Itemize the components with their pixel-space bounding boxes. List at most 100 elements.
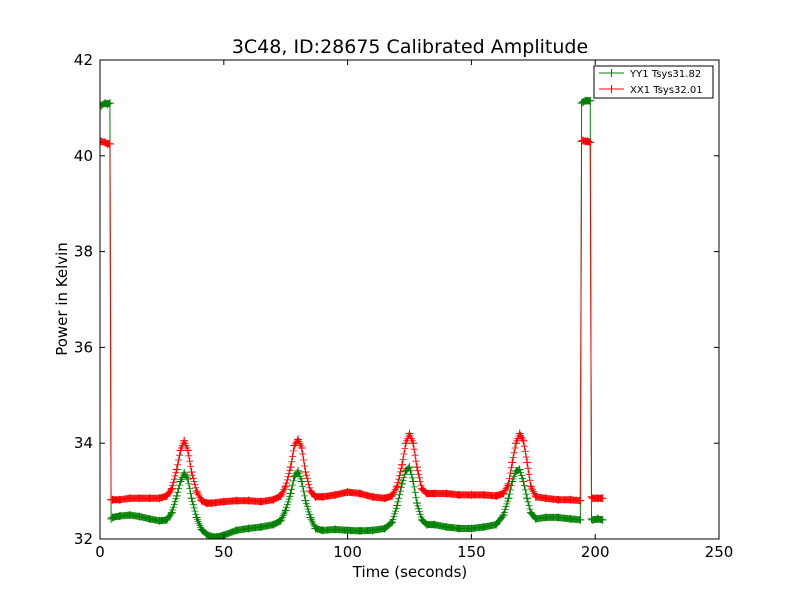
data-point [244, 496, 253, 505]
data-point [515, 465, 524, 474]
data-point [183, 446, 192, 455]
series-layer [100, 96, 607, 539]
data-point [417, 515, 426, 524]
data-point [368, 492, 377, 501]
data-point [380, 524, 389, 533]
x-tick-label: 200 [581, 543, 610, 561]
data-point [405, 463, 414, 472]
data-point [180, 436, 189, 445]
y-tick-label: 34 [74, 434, 93, 452]
data-point [276, 516, 285, 525]
data-point [422, 520, 431, 529]
data-point [301, 467, 310, 476]
data-point [172, 465, 181, 474]
data-point [331, 490, 340, 499]
data-point [281, 482, 290, 491]
data-point [598, 515, 607, 524]
plot-frame [99, 59, 720, 540]
data-point [115, 512, 124, 521]
data-point [380, 494, 389, 503]
data-point [566, 514, 575, 523]
data-point [576, 496, 585, 505]
data-point [108, 513, 117, 522]
data-point [311, 524, 320, 533]
y-tick-label: 32 [74, 530, 93, 548]
data-point [412, 463, 421, 472]
data-point [479, 490, 488, 499]
data-point [256, 523, 265, 532]
data-point [167, 484, 176, 493]
data-point [479, 523, 488, 532]
data-point [172, 491, 181, 500]
data-point [401, 466, 410, 475]
data-point [442, 489, 451, 498]
series-yy1 [100, 96, 607, 539]
data-point [430, 520, 439, 529]
data-point [197, 525, 206, 534]
data-point [297, 477, 306, 486]
data-point [430, 489, 439, 498]
data-point [587, 492, 596, 501]
data-point [331, 525, 340, 534]
data-point [212, 533, 221, 539]
data-point [192, 487, 201, 496]
data-point [167, 508, 176, 517]
data-point [105, 99, 114, 108]
data-point [343, 488, 352, 497]
data-point [269, 495, 278, 504]
data-point [355, 489, 364, 498]
data-point [455, 490, 464, 499]
data-point [504, 479, 513, 488]
data-point [286, 489, 295, 498]
data-point [176, 446, 185, 455]
data-point [135, 494, 144, 503]
data-point [511, 439, 520, 448]
data-point [586, 96, 595, 105]
data-point [405, 429, 414, 438]
data-point [368, 526, 377, 535]
data-point [588, 515, 597, 524]
x-tick-label: 100 [333, 543, 362, 561]
data-point [256, 497, 265, 506]
data-point [297, 443, 306, 452]
data-point [100, 137, 106, 146]
data-point [281, 506, 290, 515]
data-point [401, 439, 410, 448]
data-point [244, 524, 253, 533]
data-point [306, 487, 315, 496]
data-point [269, 520, 278, 529]
data-point [554, 495, 563, 504]
data-point [306, 513, 315, 522]
data-point [442, 523, 451, 532]
data-point [318, 526, 327, 535]
data-point [393, 482, 402, 491]
data-point [301, 496, 310, 505]
data-point [388, 518, 397, 527]
data-point [593, 514, 602, 523]
data-point [294, 435, 303, 444]
data-point [187, 467, 196, 476]
data-point [343, 526, 352, 535]
data-point [409, 439, 418, 448]
data-point [422, 489, 431, 498]
data-point [519, 477, 528, 486]
data-point [515, 429, 524, 438]
data-point [105, 139, 114, 148]
data-point [541, 494, 550, 503]
legend-label-yy1: YY1 Tsys31.82 [629, 69, 701, 80]
data-point [115, 495, 124, 504]
data-point [412, 499, 421, 508]
chart-title: 3C48, ID:28675 Calibrated Amplitude [232, 36, 588, 58]
data-point [162, 491, 171, 500]
data-point [176, 477, 185, 486]
data-point [219, 497, 228, 506]
data-point [232, 496, 241, 505]
data-point [492, 491, 501, 500]
y-tick-label: 36 [74, 338, 93, 356]
data-point [290, 441, 299, 450]
legend-marker [607, 85, 616, 93]
data-point [541, 513, 550, 522]
data-point [183, 475, 192, 484]
data-point [519, 436, 528, 445]
